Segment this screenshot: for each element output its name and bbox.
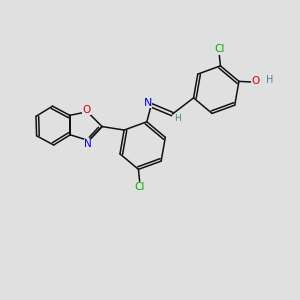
Text: O: O <box>82 105 91 115</box>
Text: O: O <box>251 76 260 86</box>
Text: N: N <box>143 98 152 108</box>
Text: H: H <box>174 114 180 123</box>
Text: N: N <box>84 139 92 149</box>
Text: Cl: Cl <box>134 182 145 192</box>
Text: Cl: Cl <box>214 44 224 54</box>
Text: H: H <box>266 75 273 85</box>
